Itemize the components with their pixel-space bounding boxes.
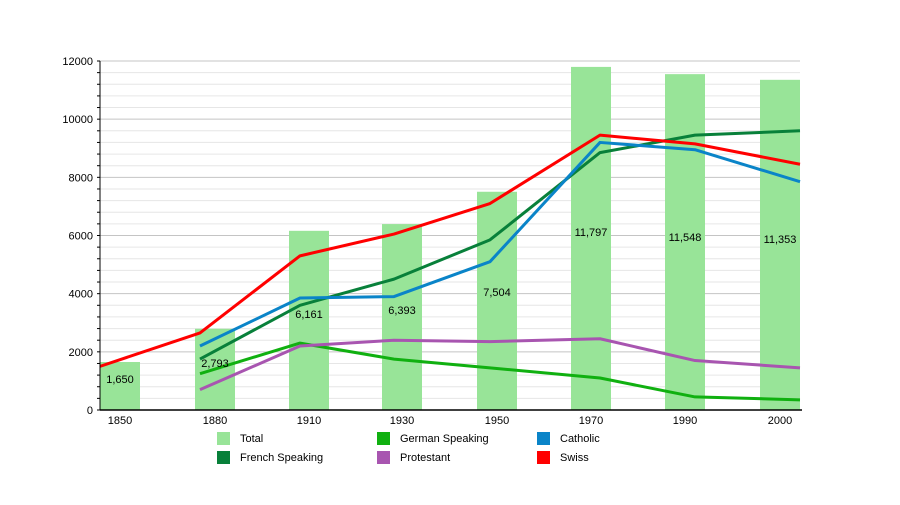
x-tick-label: 1880 (203, 415, 227, 427)
y-tick-label: 0 (87, 405, 93, 417)
y-tick-label: 6000 (69, 231, 93, 243)
bar-label: 2,793 (201, 358, 229, 370)
legend-swatch (217, 432, 230, 445)
legend-label: Swiss (560, 452, 589, 464)
legend-label: German Speaking (400, 433, 489, 445)
x-tick-label: 1990 (673, 415, 697, 427)
y-tick-label: 12000 (62, 56, 93, 68)
bar-label: 11,797 (575, 227, 608, 239)
legend-label: Protestant (400, 452, 450, 464)
bar-label: 11,353 (764, 234, 797, 246)
legend-swatch (537, 432, 550, 445)
x-tick-label: 2000 (768, 415, 792, 427)
legend: Total German Speaking Catholic French Speak… (217, 432, 600, 464)
legend-swatch (537, 451, 550, 464)
legend-label: Total (240, 433, 263, 445)
legend-swatch (217, 451, 230, 464)
bar-label: 6,161 (295, 309, 323, 321)
x-tick-label: 1950 (485, 415, 509, 427)
bar-label: 7,504 (483, 287, 511, 299)
legend-label: French Speaking (240, 452, 323, 464)
x-tick-label: 1930 (390, 415, 414, 427)
bar-label: 11,548 (669, 232, 702, 244)
legend-swatch (377, 432, 390, 445)
y-tick-label: 8000 (69, 172, 93, 184)
legend-label: Catholic (560, 433, 600, 445)
x-tick-label: 1910 (297, 415, 321, 427)
x-tick-label: 1970 (579, 415, 603, 427)
bar-total-1850 (100, 362, 140, 410)
x-tick-label: 1850 (108, 415, 132, 427)
bar-label: 1,650 (106, 374, 134, 386)
bar-total-1930 (382, 224, 422, 410)
legend-swatch (377, 451, 390, 464)
bar-label: 6,393 (388, 305, 416, 317)
y-tick-label: 4000 (69, 289, 93, 301)
y-tick-label: 10000 (62, 114, 93, 126)
y-tick-label: 2000 (69, 347, 93, 359)
